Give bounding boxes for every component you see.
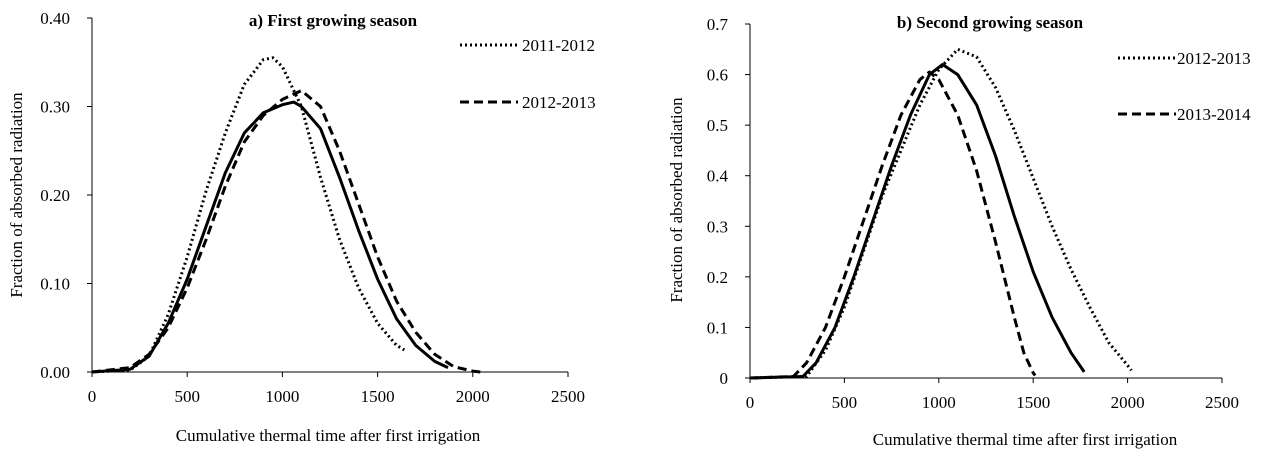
panel-a-title: a) First growing season <box>249 11 418 30</box>
panel-b-y-tick-label: 0 <box>720 369 729 388</box>
panel-b-x-tick-label: 0 <box>746 393 755 412</box>
panel-a-series-solid-line <box>91 100 449 374</box>
panel-b-y-tick-label: 0.3 <box>707 217 728 236</box>
panel-b-y-tick-label: 0.7 <box>707 15 729 34</box>
panel-a-y-ticks: 0.00 0.10 0.20 0.30 0.40 <box>40 9 92 382</box>
panel-a-x-tick-label: 1000 <box>265 387 299 406</box>
panel-a: a) First growing season 0.00 0.10 0.20 0.30… <box>7 9 596 445</box>
panel-b-x-tick-label: 1500 <box>1016 393 1050 412</box>
panel-a-y-tick-label: 0.40 <box>40 9 70 28</box>
panel-a-x-axis-title: Cumulative thermal time after first irri… <box>176 426 481 445</box>
panel-b-series-solid-line <box>749 63 1086 380</box>
panel-a-x-tick-label: 0 <box>88 387 97 406</box>
panel-b: b) Second growing season 0 0.1 0.2 0.3 0.4 0.… <box>667 13 1251 449</box>
panel-a-legend-label-2012-2013: 2012-2013 <box>522 93 596 112</box>
panel-b-x-tick-label: 2500 <box>1205 393 1239 412</box>
panel-a-legend-label-2011-2012: 2011-2012 <box>522 36 595 55</box>
panel-a-y-tick-label: 0.30 <box>40 98 70 117</box>
panel-b-y-tick-label: 0.1 <box>707 318 728 337</box>
panel-a-x-tick-label: 1500 <box>361 387 395 406</box>
panel-a-series <box>91 56 481 374</box>
panel-a-series-2012-2013-line <box>91 89 481 374</box>
panel-b-x-tick-label: 1000 <box>922 393 956 412</box>
panel-a-x-tick-label: 500 <box>174 387 200 406</box>
panel-b-series-2012-2013-line <box>749 47 1133 380</box>
panel-b-y-tick-label: 0.4 <box>707 167 729 186</box>
panel-a-series-2011-2012-line <box>91 56 406 374</box>
panel-b-y-tick-label: 0.2 <box>707 268 728 287</box>
panel-a-x-tick-label: 2000 <box>456 387 490 406</box>
panel-b-series <box>749 47 1133 380</box>
panel-b-legend-label-2013-2014: 2013-2014 <box>1177 105 1251 124</box>
panel-b-x-tick-label: 2000 <box>1111 393 1145 412</box>
panel-a-y-tick-label: 0.00 <box>40 363 70 382</box>
panel-a-x-tick-label: 2500 <box>551 387 585 406</box>
panel-b-x-axis-title: Cumulative thermal time after first irri… <box>873 430 1178 449</box>
panel-a-y-tick-label: 0.20 <box>40 186 70 205</box>
panel-b-series-2013-2014-line <box>749 70 1037 380</box>
panel-b-title: b) Second growing season <box>897 13 1084 32</box>
panel-a-legend: 2011-2012 2012-2013 <box>460 36 596 112</box>
panel-b-x-ticks: 0 500 1000 1500 2000 2500 <box>746 378 1239 412</box>
panel-b-y-tick-label: 0.6 <box>707 66 728 85</box>
panel-b-y-ticks: 0 0.1 0.2 0.3 0.4 0.5 0.6 0.7 <box>707 15 750 388</box>
panel-b-y-tick-label: 0.5 <box>707 116 728 135</box>
panel-a-y-axis-title: Fraction of absorbed radiation <box>7 92 26 298</box>
panel-b-y-axis-title: Fraction of absorbed radiation <box>667 97 686 303</box>
panel-a-x-ticks: 0 500 1000 1500 2000 2500 <box>88 372 585 406</box>
panel-b-legend: 2012-2013 2013-2014 <box>1118 49 1251 124</box>
panel-a-y-tick-label: 0.10 <box>40 275 70 294</box>
panel-b-legend-label-2012-2013: 2012-2013 <box>1177 49 1251 68</box>
panel-b-x-tick-label: 500 <box>832 393 858 412</box>
